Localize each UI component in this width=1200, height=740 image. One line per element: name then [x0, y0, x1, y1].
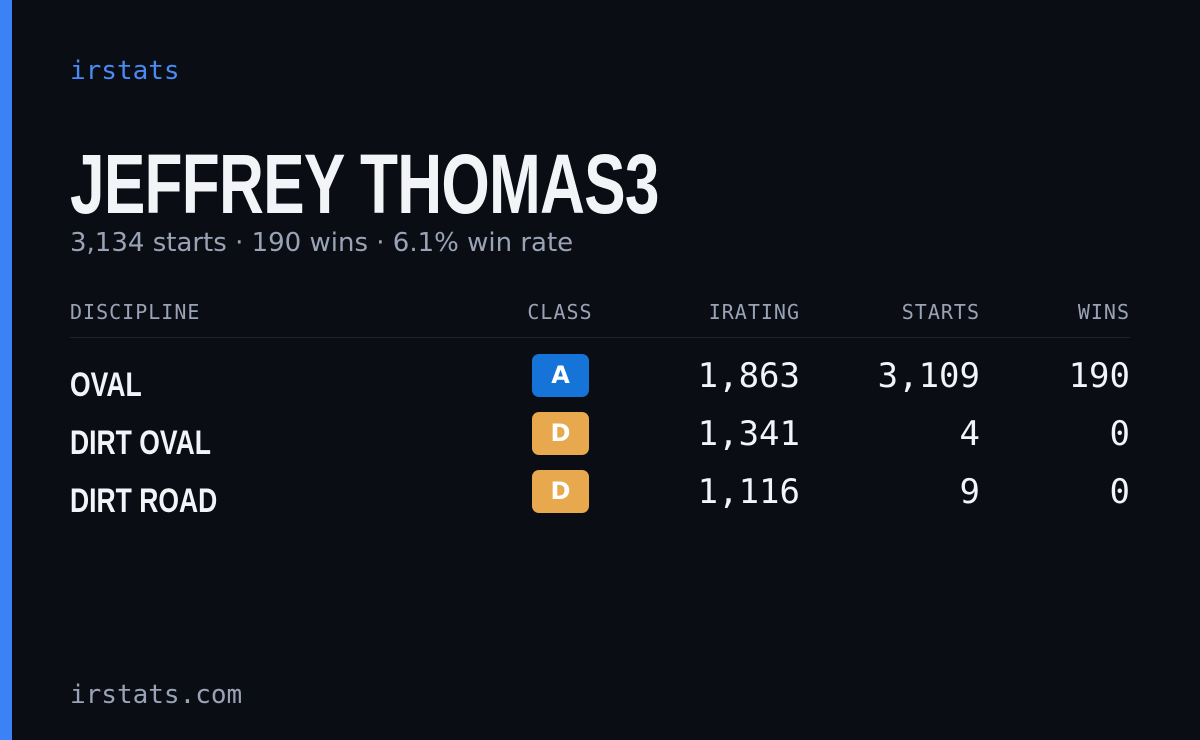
- accent-bar: [0, 0, 12, 740]
- class-badge: D: [532, 470, 589, 513]
- stat-value: 4: [959, 414, 980, 454]
- stat-value: 1,116: [697, 472, 800, 512]
- stat-value: 190: [1068, 356, 1130, 396]
- discipline: OVAL: [70, 366, 142, 404]
- class-badge: A: [532, 354, 589, 397]
- header-rule: [70, 337, 1130, 338]
- class-badge: D: [532, 412, 589, 455]
- column-header: CLASS: [527, 300, 593, 324]
- column-header: DISCIPLINE: [70, 300, 201, 324]
- summary: 3,134 starts · 190 wins · 6.1% win rate: [70, 228, 574, 258]
- stat-value: 1,863: [697, 356, 800, 396]
- discipline: DIRT ROAD: [70, 482, 218, 520]
- stat-value: 1,341: [697, 414, 800, 454]
- driver-name: JEFFREY THOMAS3: [70, 137, 659, 231]
- footer: irstats.com: [70, 680, 243, 710]
- stat-value: 3,109: [877, 356, 980, 396]
- stat-value: 0: [1109, 472, 1130, 512]
- brand: irstats: [70, 56, 180, 86]
- discipline: DIRT OVAL: [70, 424, 211, 462]
- column-header: IRATING: [708, 300, 800, 324]
- column-header: STARTS: [901, 300, 980, 324]
- column-header: WINS: [1077, 300, 1130, 324]
- stat-value: 0: [1109, 414, 1130, 454]
- stat-value: 9: [959, 472, 980, 512]
